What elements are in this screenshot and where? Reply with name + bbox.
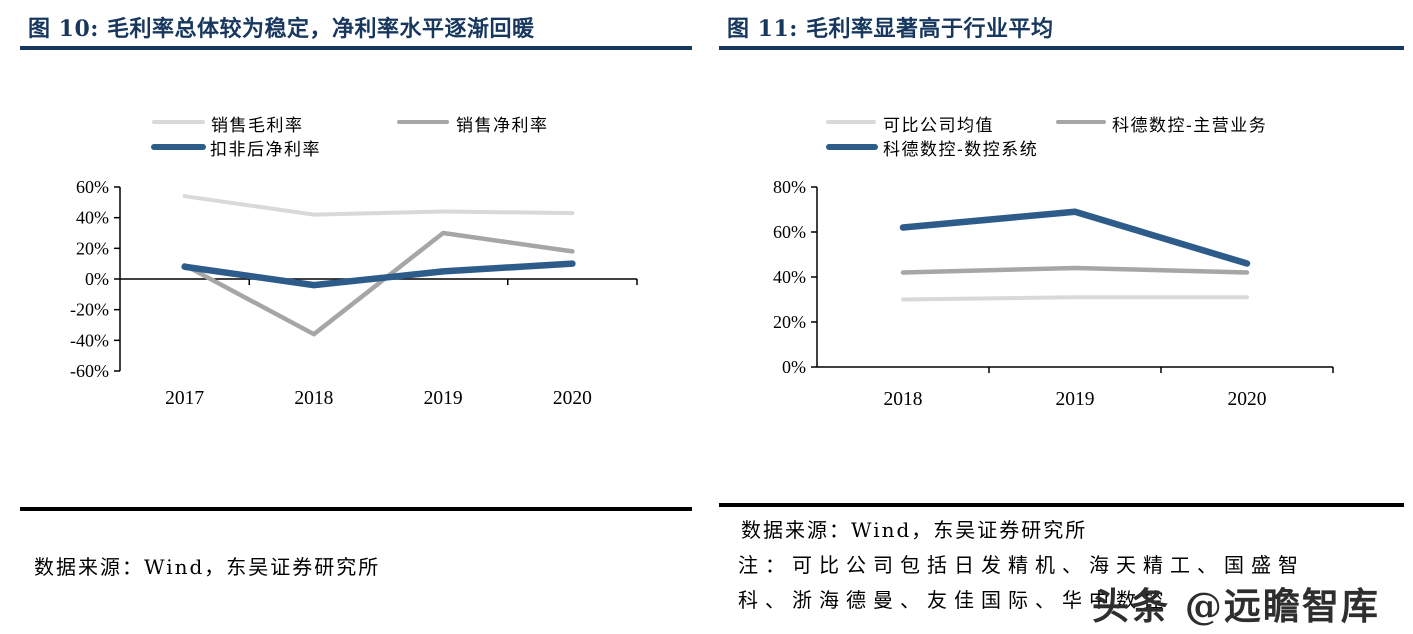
figure11-line-chart: 80% 60% 40% 20% 0% 2018 2019 2020 [773, 177, 1334, 410]
figure11-note-line-2: 科、浙海德曼、友佳国际、华中数控 [738, 588, 1170, 612]
y-tick-label: 40% [76, 208, 109, 228]
legend-swatch-gross-margin [152, 120, 205, 124]
y-tick-label: -20% [70, 300, 109, 320]
y-tick-label: 20% [773, 312, 806, 332]
legend-label-deducted-net-margin: 扣非后净利率 [210, 140, 321, 160]
figure11-source: 数据来源：Wind，东吴证券研究所 [741, 518, 1088, 542]
figure10-source: 数据来源：Wind，东吴证券研究所 [34, 555, 381, 579]
y-tick-label: 80% [773, 177, 806, 197]
figure10-line-chart: 60% 40% 20% 0% -20% -40% -60% 2017 2018 2019 2020 [70, 177, 638, 409]
figure10-footer-rule [20, 507, 692, 511]
y-tick-label: 60% [773, 222, 806, 242]
x-category-label: 2020 [553, 388, 592, 409]
figure11-note-line-1: 注：可比公司包括日发精机、海天精工、国盛智 [738, 553, 1305, 577]
series-line-2 [181, 260, 576, 289]
y-tick-label: -40% [70, 330, 109, 350]
legend-label-gross-margin: 销售毛利率 [211, 116, 304, 136]
series-line-1 [182, 230, 575, 337]
x-category-label: 2019 [1056, 389, 1095, 410]
series-line-0 [182, 194, 575, 217]
legend-label-net-margin: 销售净利率 [456, 116, 549, 136]
y-tick-label: 0% [85, 269, 109, 289]
figure11-title-rule [719, 46, 1404, 50]
legend-swatch-deducted-net-margin [151, 144, 206, 150]
series-line-1 [900, 265, 1250, 275]
x-category-label: 2017 [165, 388, 204, 409]
series-line-2 [899, 208, 1251, 267]
x-category-label: 2019 [424, 388, 463, 409]
series-line-0 [901, 295, 1249, 302]
legend-swatch-peer-average [826, 120, 876, 124]
y-tick-label: 20% [76, 238, 109, 258]
legend-swatch-cnc-system [826, 144, 878, 150]
y-tick-label: -60% [70, 361, 109, 381]
legend-swatch-net-margin [397, 120, 449, 124]
x-category-label: 2018 [884, 389, 923, 410]
y-tick-label: 60% [76, 177, 109, 197]
x-category-label: 2020 [1228, 389, 1267, 410]
figure10-title-rule [20, 46, 692, 50]
figure10-title: 图 10: 毛利率总体较为稳定，净利率水平逐渐回暖 [28, 16, 535, 42]
y-tick-label: 40% [773, 267, 806, 287]
figure11-title: 图 11: 毛利率显著高于行业平均 [727, 16, 1054, 42]
x-category-label: 2018 [294, 388, 333, 409]
legend-label-cnc-system: 科德数控-数控系统 [883, 140, 1039, 160]
legend-label-main-business: 科德数控-主营业务 [1112, 116, 1268, 136]
y-tick-label: 0% [782, 357, 806, 377]
figure11-footer-rule [719, 503, 1404, 507]
legend-swatch-main-business [1056, 120, 1106, 124]
watermark-text: 头条 @远瞻智库 [1092, 584, 1380, 628]
legend-label-peer-average: 可比公司均值 [883, 116, 994, 136]
